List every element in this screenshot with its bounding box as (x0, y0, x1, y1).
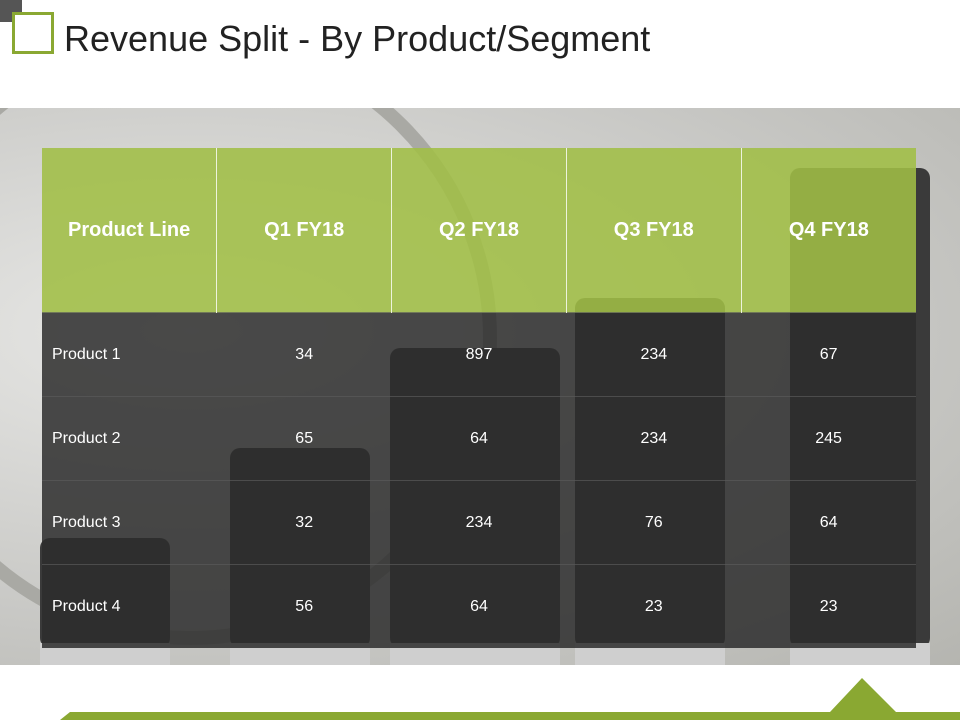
title-icon (12, 12, 54, 54)
table-cell: Product 2 (42, 396, 217, 481)
table-cell: 23 (741, 564, 916, 648)
table-cell: 245 (741, 396, 916, 481)
table-cell: 65 (216, 396, 392, 481)
table-cell: 234 (391, 480, 567, 565)
column-header: Q4 FY18 (740, 148, 916, 313)
table-cell: 34 (216, 312, 392, 397)
slide-title: Revenue Split - By Product/Segment (64, 18, 651, 59)
table-row: Product 3 32 234 76 64 (42, 480, 916, 565)
header-row: Product Line Q1 FY18 Q2 FY18 Q3 FY18 Q4 FY18 (42, 148, 916, 313)
table-cell: 76 (566, 480, 742, 565)
table-row: Product 1 34 897 234 67 (42, 312, 916, 397)
table-cell: 897 (391, 312, 567, 397)
table-cell: Product 1 (42, 312, 217, 397)
column-header: Q1 FY18 (216, 148, 392, 313)
column-header: Q3 FY18 (565, 148, 742, 313)
table-cell: Product 3 (42, 480, 217, 565)
table-row: Product 2 65 64 234 245 (42, 396, 916, 481)
table-cell: 64 (391, 396, 567, 481)
table-cell: 234 (566, 396, 742, 481)
table-row: Product 4 56 64 23 23 (42, 564, 916, 648)
table-cell: 32 (216, 480, 392, 565)
table-cell: 234 (566, 312, 742, 397)
table-cell: Product 4 (42, 564, 217, 648)
table-cell: 56 (216, 564, 392, 648)
revenue-table: Product Line Q1 FY18 Q2 FY18 Q3 FY18 Q4 FY18… (42, 148, 916, 648)
table-body: Product 1 34 897 234 67 Product 2 65 64 234 245 Pr… (42, 312, 916, 648)
accent-bar (60, 678, 960, 720)
table-cell: 64 (391, 564, 567, 648)
column-header: Q2 FY18 (391, 148, 567, 313)
table-cell: 64 (741, 480, 916, 565)
coin-bases (40, 643, 930, 665)
bottom-accent (60, 678, 960, 720)
table-cell: 67 (741, 312, 916, 397)
table-cell: 23 (566, 564, 742, 648)
column-header: Product Line (42, 148, 217, 313)
